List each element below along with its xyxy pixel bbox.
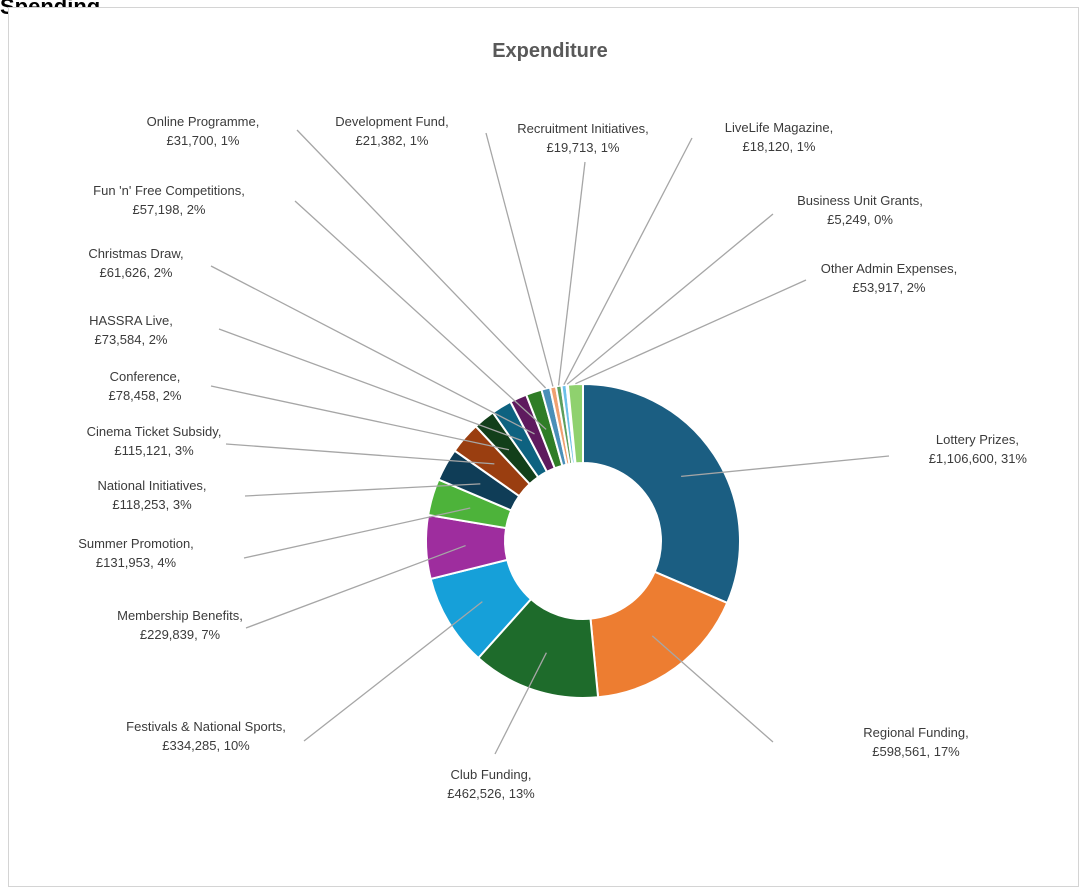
data-label-other-admin-expenses-name: Other Admin Expenses, xyxy=(821,261,958,276)
data-label-livelife-magazine-name: LiveLife Magazine, xyxy=(725,120,833,135)
data-label-summer-promotion-value: £131,953, 4% xyxy=(96,555,177,570)
data-label-online-programme-name: Online Programme, xyxy=(147,114,260,129)
leader-line-fun-n-free-competitions xyxy=(294,200,547,430)
data-label-membership-benefits-name: Membership Benefits, xyxy=(117,608,243,623)
slices-group xyxy=(425,382,741,699)
data-label-development-fund-value: £21,382, 1% xyxy=(355,133,428,148)
slice-regional-funding xyxy=(589,570,729,699)
data-label-lottery-prizes-name: Lottery Prizes, xyxy=(936,432,1019,447)
leader-line-business-unit-grants xyxy=(566,213,774,385)
slice-lottery-prizes xyxy=(582,382,741,605)
chart-title: Expenditure xyxy=(492,40,608,62)
leader-line-regional-funding xyxy=(651,635,774,743)
data-label-business-unit-grants-value: £5,249, 0% xyxy=(827,212,893,227)
doughnut-chart: Expenditure Lottery Prizes, £1,106,600, 3… xyxy=(78,40,1027,801)
data-label-fun-n-free-competitions-name: Fun 'n' Free Competitions, xyxy=(93,183,245,198)
data-label-summer-promotion-name: Summer Promotion, xyxy=(78,536,194,551)
leader-line-cinema-ticket-subsidy xyxy=(225,443,495,465)
data-label-lottery-prizes-value: £1,106,600, 31% xyxy=(929,451,1028,466)
data-label-recruitment-initiatives-name: Recruitment Initiatives, xyxy=(517,121,649,136)
data-label-recruitment-initiatives-value: £19,713, 1% xyxy=(546,140,619,155)
data-label-festivals-national-sports-value: £334,285, 10% xyxy=(162,738,250,753)
leader-line-festivals-national-sports xyxy=(303,601,483,742)
leader-line-lottery-prizes xyxy=(681,455,890,477)
data-label-other-admin-expenses-value: £53,917, 2% xyxy=(852,280,925,295)
data-label-conference-value: £78,458, 2% xyxy=(108,388,181,403)
leader-line-livelife-magazine xyxy=(563,137,693,385)
leader-line-christmas-draw xyxy=(210,265,535,435)
leader-line-recruitment-initiatives xyxy=(557,161,586,386)
leader-line-online-programme xyxy=(296,129,547,389)
data-label-festivals-national-sports-name: Festivals & National Sports, xyxy=(126,719,286,734)
leader-line-club-funding xyxy=(494,652,547,755)
data-label-fun-n-free-competitions-value: £57,198, 2% xyxy=(132,202,205,217)
leader-lines-group xyxy=(210,129,890,755)
data-label-christmas-draw-value: £61,626, 2% xyxy=(99,265,172,280)
data-label-membership-benefits-value: £229,839, 7% xyxy=(140,627,221,642)
data-label-online-programme-value: £31,700, 1% xyxy=(166,133,239,148)
data-label-christmas-draw-name: Christmas Draw, xyxy=(88,246,183,261)
slice-other-admin-expenses xyxy=(566,382,584,465)
data-label-regional-funding-value: £598,561, 17% xyxy=(872,744,960,759)
data-label-national-initiatives-value: £118,253, 3% xyxy=(112,497,192,512)
leader-line-summer-promotion xyxy=(243,507,471,559)
data-label-cinema-ticket-subsidy-name: Cinema Ticket Subsidy, xyxy=(87,424,222,439)
data-labels-group: Lottery Prizes, £1,106,600, 31% Regional F… xyxy=(78,114,1027,801)
leader-line-hassra-live xyxy=(218,328,523,442)
data-label-business-unit-grants-name: Business Unit Grants, xyxy=(797,193,923,208)
data-label-cinema-ticket-subsidy-value: £115,121, 3% xyxy=(114,443,194,458)
data-label-club-funding-value: £462,526, 13% xyxy=(447,786,535,801)
chart-area: Expenditure Lottery Prizes, £1,106,600, 3… xyxy=(8,7,1079,887)
data-label-livelife-magazine-value: £18,120, 1% xyxy=(742,139,815,154)
data-label-national-initiatives-name: National Initiatives, xyxy=(97,478,206,493)
data-label-conference-name: Conference, xyxy=(110,369,181,384)
leader-line-other-admin-expenses xyxy=(575,279,807,385)
leader-line-development-fund xyxy=(485,132,554,387)
data-label-regional-funding-name: Regional Funding, xyxy=(863,725,969,740)
data-label-development-fund-name: Development Fund, xyxy=(335,114,448,129)
data-label-hassra-live-value: £73,584, 2% xyxy=(94,332,167,347)
leader-line-national-initiatives xyxy=(244,483,481,497)
data-label-club-funding-name: Club Funding, xyxy=(451,767,532,782)
leader-line-conference xyxy=(210,385,510,451)
leader-line-membership-benefits xyxy=(245,544,466,629)
data-label-hassra-live-name: HASSRA Live, xyxy=(89,313,173,328)
